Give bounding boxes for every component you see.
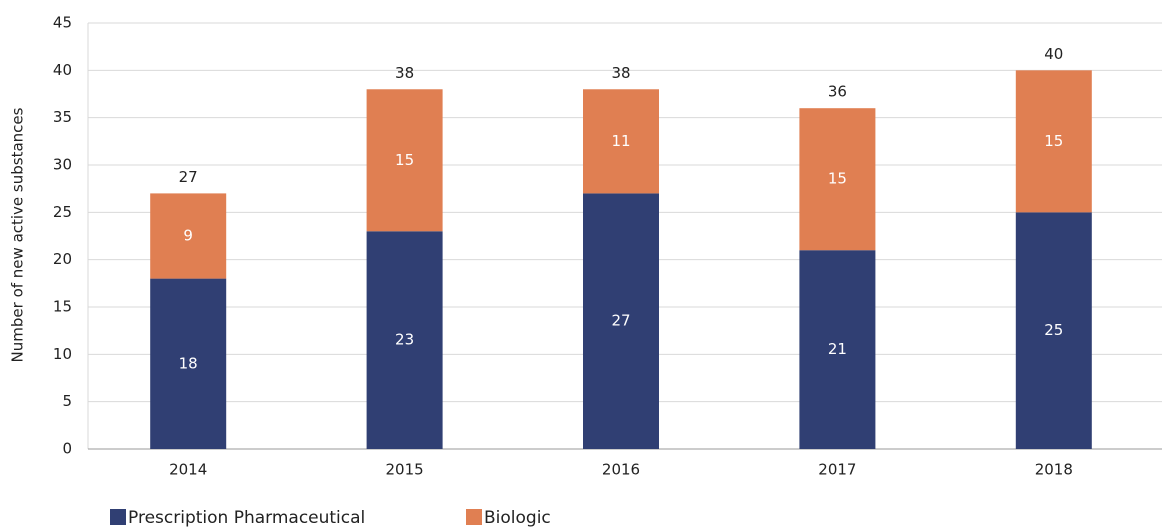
x-tick-label: 2017 (818, 461, 856, 479)
x-tick-label: 2016 (602, 461, 640, 479)
total-label: 36 (828, 83, 847, 101)
value-label: 15 (395, 151, 414, 169)
x-tick-label: 2015 (386, 461, 424, 479)
y-tick-label: 40 (53, 61, 72, 79)
bar-segment (1015, 212, 1092, 449)
y-tick-label: 25 (53, 203, 72, 221)
bar-segment (366, 231, 443, 449)
x-tick-label: 2014 (169, 461, 207, 479)
legend-swatch (466, 509, 482, 525)
y-axis-label: Number of new active substances (9, 107, 27, 362)
y-tick-label: 20 (53, 250, 72, 268)
y-tick-label: 30 (53, 156, 72, 174)
y-tick-label: 45 (53, 14, 72, 32)
total-label: 38 (611, 64, 630, 82)
value-label: 18 (179, 354, 198, 372)
y-tick-label: 15 (53, 298, 72, 316)
bar-segment (1015, 70, 1092, 213)
bar-segment (583, 89, 659, 194)
bar-segment (799, 108, 876, 251)
bar-segment (150, 278, 227, 449)
value-label: 11 (611, 132, 630, 150)
y-tick-label: 5 (62, 392, 72, 410)
value-label: 23 (395, 331, 414, 349)
total-label: 27 (179, 168, 198, 186)
value-label: 15 (1044, 132, 1063, 150)
value-label: 21 (828, 340, 847, 358)
y-tick-label: 10 (53, 345, 72, 363)
bar-segment (366, 89, 443, 232)
y-tick-label: 35 (53, 108, 72, 126)
legend-label: Biologic (484, 508, 551, 527)
bar-segment (799, 250, 876, 449)
legend-swatch (110, 509, 126, 525)
total-label: 40 (1044, 45, 1063, 63)
bar-segment (583, 193, 659, 449)
legend-label: Prescription Pharmaceutical (128, 508, 365, 527)
bar-segment (150, 193, 227, 279)
value-label: 15 (828, 170, 847, 188)
value-label: 9 (183, 227, 193, 245)
y-tick-label: 0 (62, 440, 72, 458)
value-label: 25 (1044, 321, 1063, 339)
x-tick-label: 2018 (1035, 461, 1073, 479)
total-label: 38 (395, 64, 414, 82)
value-label: 27 (611, 312, 630, 330)
